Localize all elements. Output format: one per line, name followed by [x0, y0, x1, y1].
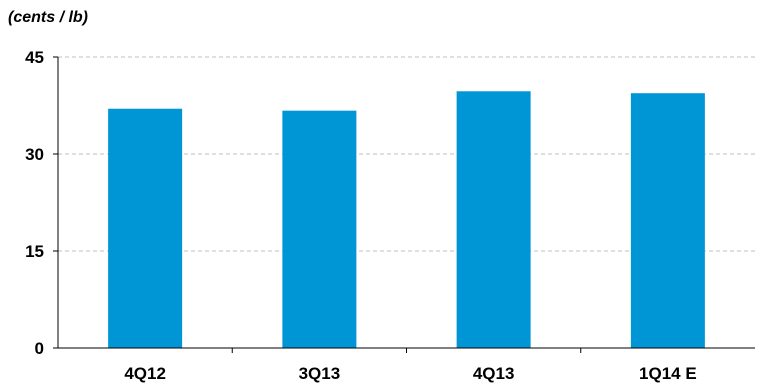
y-axis-unit-label: (cents / lb): [8, 9, 88, 26]
bar-4q12: [108, 108, 183, 348]
bar-4q13: [456, 91, 531, 349]
y-tick-label-45: 45: [25, 48, 44, 67]
x-tick-labels: 4Q12 3Q13 4Q13 1Q14 E: [124, 364, 696, 383]
x-tick-label-4q13: 4Q13: [473, 364, 515, 383]
y-tick-labels: 0 15 30 45: [25, 48, 44, 358]
y-tick-label-0: 0: [35, 339, 44, 358]
y-tick-label-30: 30: [25, 145, 44, 164]
bar-1q14-e: [630, 93, 705, 348]
axes: [53, 56, 755, 353]
x-tick-label-4q12: 4Q12: [124, 364, 166, 383]
y-tick-label-15: 15: [25, 242, 44, 261]
bar-3q13: [282, 110, 357, 348]
x-tick-label-1q14-e: 1Q14 E: [639, 364, 697, 383]
x-tick-label-3q13: 3Q13: [299, 364, 341, 383]
bars: [108, 91, 705, 349]
